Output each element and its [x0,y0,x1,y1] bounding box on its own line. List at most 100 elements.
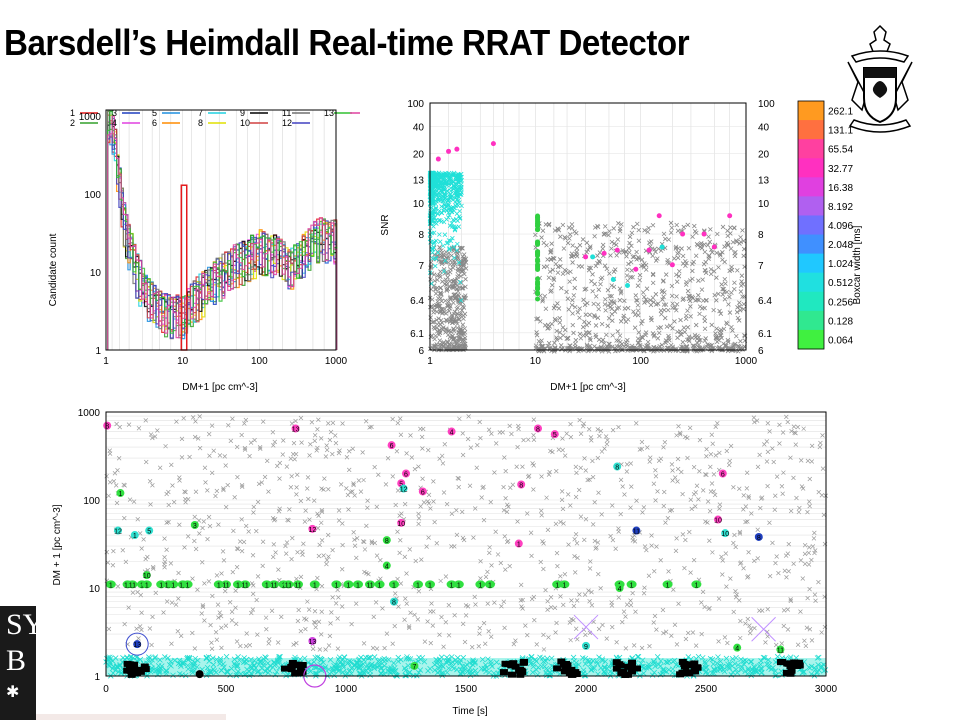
snr-cyan-point [432,263,438,269]
snr-noise-point [540,297,546,302]
snr-noise-point [572,285,578,291]
time-dm-noise-point [575,555,580,561]
low-dm-cluster-label [291,670,300,677]
time-dm-noise-point [325,532,331,538]
snr-magenta-point [633,266,639,272]
time-dm-noise-point [746,549,751,555]
histogram-series-13 [107,110,338,350]
time-dm-noise-point [325,421,331,426]
dm11-candidate-label: 11 [285,582,292,589]
dm11-candidate-marker [552,580,563,589]
time-dm-noise-point [319,583,325,589]
time-dm-noise-point [340,421,345,426]
snr-cyan-point [456,185,462,191]
time-dm-noise-point [486,427,492,432]
low-dm-point [417,667,424,673]
time-dm-noise-point [667,508,673,513]
time-dm-noise-point [390,641,395,646]
time-dm-noise-point [765,483,770,489]
snr-noise-point [448,316,454,321]
time-dm-noise-point [371,614,377,620]
time-dm-noise-point [531,487,536,492]
time-dm-noise-point [126,422,132,427]
time-dm-noise-point [616,526,621,531]
time-dm-noise-point [147,626,153,631]
dm11-candidate-marker [343,580,354,589]
time-dm-noise-point [478,559,483,564]
snr-noise-point [645,339,651,345]
low-dm-point [709,656,716,663]
snr-noise-point [462,294,467,300]
time-dm-noise-point [314,448,319,453]
dm11-candidate-label: 1 [488,582,492,589]
time-x-tick: 1500 [455,684,478,695]
colorbar-segment [798,291,824,312]
snr-noise-point [685,325,691,330]
snr-noise-point [680,253,686,259]
time-dm-noise-point [335,616,340,621]
low-dm-point [210,655,216,661]
time-dm-noise-point [352,543,358,549]
low-dm-cluster-label [499,669,508,676]
time-dm-noise-point [476,643,482,649]
slide-title: Barsdell’s Heimdall Real-time RRAT Detec… [4,22,690,63]
colorbar-tick: 2.048 [828,240,853,251]
snr-noise-point [585,300,590,306]
snr-noise-point [674,301,680,307]
snr-noise-point [585,247,591,252]
candidate-marker [447,427,456,436]
low-dm-point [231,656,238,663]
time-dm-noise-point [596,571,601,577]
time-dm-noise-point [674,642,680,647]
time-dm-noise-point [246,529,251,534]
time-dm-noise-point [322,476,327,481]
time-dm-noise-point [217,610,223,615]
snr-noise-point [732,286,737,292]
low-dm-point [815,662,821,668]
time-dm-noise-point [802,638,807,644]
time-dm-noise-point [409,455,415,460]
low-dm-point [489,663,495,670]
snr-noise-point [551,305,557,311]
low-dm-point [433,656,439,663]
snr-noise-point [590,288,595,294]
time-dm-noise-point [628,505,633,510]
snr-noise-point [592,281,597,287]
snr-noise-point [707,239,713,245]
low-dm-point [438,670,445,677]
time-dm-noise-point [807,476,813,482]
low-dm-point [445,665,452,672]
snr-noise-point [602,340,607,346]
low-dm-point [332,661,339,668]
candidate-marker [103,421,112,430]
low-dm-point [407,656,414,662]
low-dm-cluster-label [511,663,520,670]
time-dm-noise-point [207,453,212,458]
snr-noise-point [625,267,630,273]
snr-noise-point [740,282,746,287]
time-dm-noise-point [516,426,521,432]
low-dm-point [479,656,486,663]
time-dm-noise-point [499,603,504,609]
snr-noise-point [624,273,630,278]
low-dm-point [234,664,240,670]
low-dm-point [594,658,600,665]
time-dm-noise-point [304,486,310,491]
time-dm-noise-point [460,452,466,458]
low-dm-cluster-label [688,662,697,669]
snr-noise-point [572,276,577,282]
time-dm-noise-point [402,554,408,560]
time-dm-noise-point [319,509,325,515]
wide-boxcar-cross [751,616,776,642]
snr-noise-point [725,233,731,239]
low-dm-point [470,657,476,663]
time-dm-noise-point [538,508,544,513]
time-dm-noise-point [168,561,174,566]
time-dm-noise-point [439,614,444,620]
dm11-candidate-label: 1 [630,582,634,589]
snr-green-point [535,257,541,263]
time-dm-noise-point [501,599,507,604]
time-dm-noise-point [312,433,318,438]
snr-noise-point [596,287,602,292]
snr-noise-point [574,252,579,257]
